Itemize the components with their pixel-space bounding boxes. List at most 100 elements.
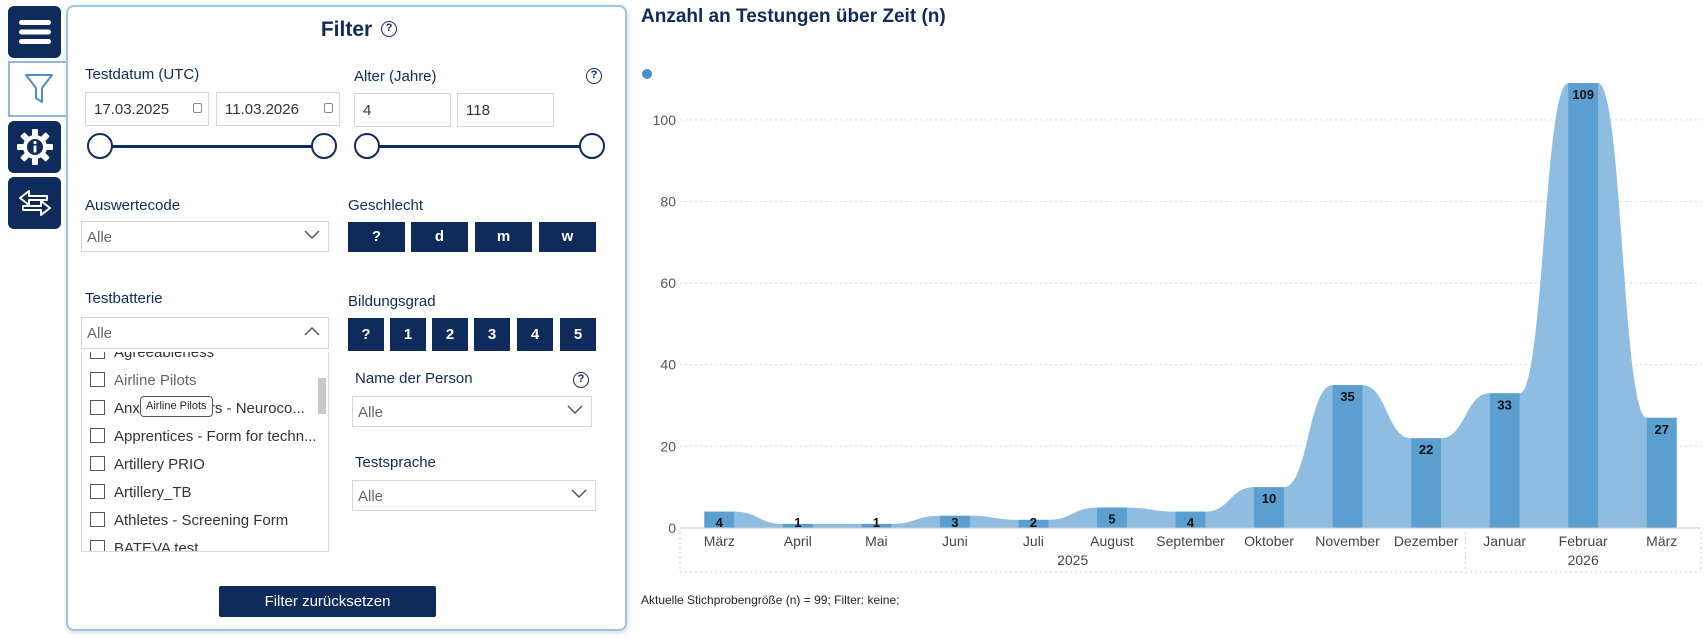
bildungsgrad-option-5[interactable]: 5	[560, 318, 596, 351]
chevron-down-icon	[304, 230, 320, 240]
date-from-input[interactable]: 17.03.2025	[85, 92, 209, 126]
sample-size-footer: Aktuelle Stichprobengröße (n) = 99; Filt…	[641, 593, 900, 607]
y-tick-label: 60	[660, 275, 676, 291]
bar	[1489, 393, 1520, 528]
checkbox[interactable]	[90, 512, 105, 527]
bildungsgrad-option-1[interactable]: 1	[390, 318, 426, 351]
geschlecht-option-w[interactable]: w	[539, 222, 596, 252]
bildungsgrad-option-3[interactable]: 3	[474, 318, 510, 351]
year-label: 2026	[1568, 552, 1599, 568]
bar	[1175, 511, 1206, 528]
filter-help-icon[interactable]: ?	[381, 21, 397, 37]
checkbox[interactable]	[90, 428, 105, 443]
geschlecht-label: Geschlecht	[348, 197, 424, 214]
age-max-value: 118	[466, 102, 490, 119]
chart: 0 20 40 60 80 100 4 1 1 3 2 5 4 10 35 22 33 109 27 März Apri…	[642, 69, 1702, 573]
data-label: 5	[1108, 512, 1115, 527]
testbatterie-list[interactable]: Agreeableness Airline Pilots Anxiety Clu…	[81, 352, 329, 552]
auswertecode-dropdown[interactable]: Alle	[81, 221, 329, 252]
list-item-label: Airline Pilots	[114, 372, 197, 389]
geschlecht-option-unknown[interactable]: ?	[348, 222, 405, 252]
x-tick-label: Juli	[1023, 533, 1044, 549]
age-max-input[interactable]: 118	[457, 93, 554, 127]
list-item-label: Agreeableness	[114, 352, 215, 361]
hamburger-icon	[18, 20, 51, 44]
calendar-icon[interactable]	[324, 103, 333, 113]
list-item-label: BATEVA test	[114, 540, 199, 552]
name-person-value: Alle	[358, 404, 384, 421]
list-scrollbar-thumb[interactable]	[318, 378, 326, 414]
list-item[interactable]: Agreeableness	[90, 352, 214, 364]
reset-filter-button[interactable]: Filter zurücksetzen	[219, 586, 436, 617]
list-item[interactable]: Airline Pilots	[90, 372, 197, 392]
checkbox[interactable]	[90, 456, 105, 471]
name-person-label: Name der Person	[355, 370, 473, 387]
list-item-label: Apprentices - Form for techn...	[114, 428, 317, 445]
data-label: 4	[716, 515, 724, 530]
data-label: 1	[794, 515, 801, 530]
date-from-value: 17.03.2025	[94, 101, 170, 118]
checkbox[interactable]	[90, 400, 105, 415]
bar	[1411, 438, 1442, 528]
bar	[1332, 385, 1363, 528]
geschlecht-option-d[interactable]: d	[411, 222, 468, 252]
testbatterie-dropdown[interactable]: Alle	[81, 317, 329, 349]
name-person-help-icon[interactable]: ?	[573, 372, 589, 388]
checkbox[interactable]	[90, 484, 105, 499]
testsprache-dropdown[interactable]: Alle	[352, 480, 596, 511]
list-item[interactable]: Apprentices - Form for techn...	[90, 428, 317, 448]
y-tick-label: 80	[660, 193, 676, 209]
testdatum-label: Testdatum (UTC)	[85, 66, 200, 83]
info-settings-button[interactable]	[8, 121, 61, 173]
data-label: 22	[1419, 442, 1433, 457]
list-item-label: Athletes - Screening Form	[114, 512, 289, 529]
age-slider-track	[367, 145, 592, 148]
age-slider-max-handle[interactable]	[579, 133, 605, 159]
legend-dot	[642, 69, 652, 79]
data-label: 1	[873, 515, 880, 530]
bar	[861, 523, 892, 528]
checkbox[interactable]	[90, 540, 105, 551]
geschlecht-option-m[interactable]: m	[475, 222, 532, 252]
x-tick-label: März	[1646, 533, 1677, 549]
list-item[interactable]: Artillery_TB	[90, 484, 192, 504]
bildungsgrad-option-unknown[interactable]: ?	[348, 318, 384, 351]
area-ribbon	[704, 83, 1677, 528]
date-to-input[interactable]: 11.03.2026	[216, 92, 340, 126]
filter-icon	[25, 74, 53, 103]
tooltip: Airline Pilots	[140, 396, 213, 417]
alter-help-icon[interactable]: ?	[586, 68, 602, 84]
list-item[interactable]: Artillery PRIO	[90, 456, 205, 476]
data-label: 27	[1654, 422, 1668, 437]
x-tick-label: Mai	[865, 533, 888, 549]
swap-button[interactable]	[8, 177, 61, 229]
x-tick-label: August	[1090, 533, 1134, 549]
checkbox[interactable]	[90, 372, 105, 387]
bar	[1254, 487, 1284, 528]
data-label: 2	[1030, 515, 1037, 530]
date-slider-max-handle[interactable]	[311, 133, 337, 159]
date-slider-min-handle[interactable]	[87, 133, 113, 159]
y-tick-label: 20	[660, 438, 676, 454]
bar	[1568, 83, 1599, 528]
filter-tab[interactable]	[8, 61, 68, 117]
bar	[782, 523, 813, 528]
x-tick-label: Juni	[942, 533, 968, 549]
date-to-value: 11.03.2026	[225, 101, 299, 118]
data-label: 3	[951, 515, 958, 530]
bildungsgrad-label: Bildungsgrad	[348, 293, 436, 310]
bildungsgrad-option-2[interactable]: 2	[432, 318, 468, 351]
checkbox[interactable]	[90, 352, 105, 359]
testbatterie-label: Testbatterie	[85, 290, 163, 307]
calendar-icon[interactable]	[193, 103, 202, 113]
chevron-down-icon	[567, 405, 583, 415]
name-person-dropdown[interactable]: Alle	[352, 396, 592, 427]
age-min-input[interactable]: 4	[354, 93, 451, 127]
chevron-down-icon	[571, 489, 587, 499]
bildungsgrad-option-4[interactable]: 4	[517, 318, 553, 351]
bar	[1018, 519, 1049, 528]
list-item[interactable]: BATEVA test	[90, 540, 199, 552]
list-item[interactable]: Athletes - Screening Form	[90, 512, 288, 532]
menu-button[interactable]	[8, 6, 61, 58]
age-slider-min-handle[interactable]	[354, 133, 380, 159]
